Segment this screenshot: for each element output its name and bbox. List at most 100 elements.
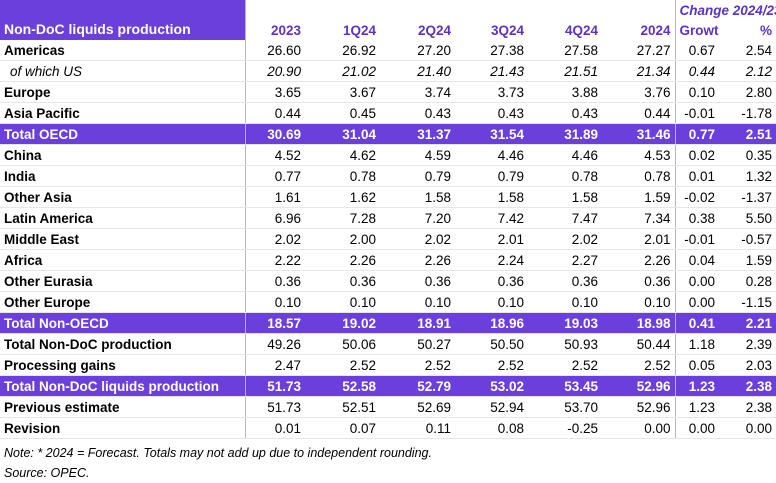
cell-value: 0.05	[674, 354, 719, 376]
cell-value: 0.36	[455, 270, 528, 292]
cell-value: -0.01	[674, 228, 719, 250]
note: Source: OPEC.	[4, 466, 90, 480]
cell-value: 0.79	[455, 165, 528, 187]
cell-value: 51.73	[244, 375, 305, 397]
cell-value: 27.27	[602, 40, 675, 61]
cell-value: 1.58	[380, 186, 455, 208]
cell-value: 0.79	[380, 165, 455, 187]
row-label: Previous estimate	[0, 396, 245, 418]
cell-value: -1.78	[719, 102, 776, 124]
cell-value: 2.12	[719, 60, 776, 82]
table-row: Total Non-DoC production 49.26 50.06 50.27 5…	[0, 333, 776, 355]
cell-value: 2.51	[719, 123, 776, 145]
cell-value: 1.59	[719, 249, 776, 271]
cell-value: 1.59	[602, 186, 675, 208]
row-label: of which US	[0, 60, 245, 82]
cell-value: 53.70	[528, 396, 602, 418]
cell-value: 19.02	[305, 312, 380, 334]
cell-value: 7.47	[528, 207, 602, 229]
cell-value: 0.10	[528, 291, 602, 313]
cell-value: 0.38	[674, 207, 719, 229]
cell-value: 2.80	[719, 81, 776, 103]
cell-value: 2.01	[602, 228, 675, 250]
cell-value: 21.34	[602, 60, 675, 82]
cell-value: 2.38	[719, 375, 776, 397]
cell-value: 2.52	[602, 354, 675, 376]
cell-value: 1.23	[674, 396, 719, 418]
header-row: 2023 1Q24 2Q24 3Q24 4Q24 2024Growth%	[0, 20, 776, 40]
cell-value: 21.51	[528, 60, 602, 82]
cell-value: 50.44	[602, 333, 675, 355]
row-label: Revision	[0, 417, 245, 439]
cell-value: 1.62	[305, 186, 380, 208]
cell-value: 2.38	[719, 396, 776, 418]
cell-value: 0.36	[305, 270, 380, 292]
total-row: Total OECD 30.69 31.04 31.37 31.54 31.89 31.46…	[0, 123, 776, 145]
cell-value: 21.02	[305, 60, 380, 82]
cell-value: 4.52	[244, 144, 305, 166]
cell-value: 7.28	[305, 207, 380, 229]
cell-value: 2.39	[719, 333, 776, 355]
cell-value: 3.76	[602, 81, 675, 103]
table-row: of which US 20.90 21.02 21.40 21.43 21.51 21.3…	[0, 60, 776, 82]
cell-value: 0.41	[674, 312, 719, 334]
cell-value: 20.90	[244, 60, 305, 82]
cell-value: 0.00	[674, 270, 719, 292]
cell-value: 2.26	[380, 249, 455, 271]
cell-value: 2.22	[244, 249, 305, 271]
cell-value: 1.23	[674, 375, 719, 397]
cell-value: 52.51	[305, 396, 380, 418]
cell-value: 7.20	[380, 207, 455, 229]
cell-value: 2.27	[528, 249, 602, 271]
data-table: Non-DoC liquids production Change 2024/23…	[0, 0, 776, 439]
table-title: Non-DoC liquids production	[0, 0, 245, 40]
cell-value: 2.52	[305, 354, 380, 376]
table-row: Africa 2.22 2.26 2.26 2.24 2.27 2.26 0.04 1.59	[0, 249, 776, 271]
cell-value: 3.74	[380, 81, 455, 103]
cell-value: 2.03	[719, 354, 776, 376]
cell-value: 0.78	[528, 165, 602, 187]
cell-value: 0.10	[305, 291, 380, 313]
cell-value: 0.36	[602, 270, 675, 292]
cell-value: 0.44	[674, 60, 719, 82]
row-label: India	[0, 165, 245, 187]
cell-value: 1.18	[674, 333, 719, 355]
cell-value: -1.37	[719, 186, 776, 208]
cell-value: 2.52	[455, 354, 528, 376]
cell-value: 7.34	[602, 207, 675, 229]
row-label: Africa	[0, 249, 245, 271]
cell-value: 50.06	[305, 333, 380, 355]
header-row: Non-DoC liquids production Change 2024/23	[0, 0, 776, 40]
table-row: Other Europe 0.10 0.10 0.10 0.10 0.10 0.10 0.00…	[0, 291, 776, 313]
cell-value: 2.52	[528, 354, 602, 376]
cell-value: 2.24	[455, 249, 528, 271]
cell-value: 52.58	[305, 375, 380, 397]
row-label: Middle East	[0, 228, 245, 250]
cell-value: -0.01	[674, 102, 719, 124]
cell-value: 53.45	[528, 375, 602, 397]
cell-value: 1.58	[528, 186, 602, 208]
cell-value: 31.54	[455, 123, 528, 145]
cell-value: 2.02	[244, 228, 305, 250]
cell-value: 0.36	[380, 270, 455, 292]
change-label: Change 2024/23	[674, 0, 776, 20]
cell-value: 0.00	[719, 417, 776, 439]
cell-value: 0.43	[455, 102, 528, 124]
cell-value: 0.35	[719, 144, 776, 166]
cell-value: 1.61	[244, 186, 305, 208]
cell-value: 27.38	[455, 40, 528, 61]
column-header: Growth	[674, 20, 719, 40]
row-label: Total Non-OECD	[0, 312, 245, 334]
cell-value: 2.21	[719, 312, 776, 334]
cell-value: 0.10	[380, 291, 455, 313]
row-label: Processing gains	[0, 354, 245, 376]
table-header: Non-DoC liquids production Change 2024/23…	[0, 0, 776, 40]
row-label: Total Non-DoC production	[0, 333, 245, 355]
row-label: Latin America	[0, 207, 245, 229]
cell-value: 30.69	[244, 123, 305, 145]
cell-value: 1.58	[455, 186, 528, 208]
cell-value: 0.77	[674, 123, 719, 145]
cell-value: 31.04	[305, 123, 380, 145]
cell-value: 0.45	[305, 102, 380, 124]
